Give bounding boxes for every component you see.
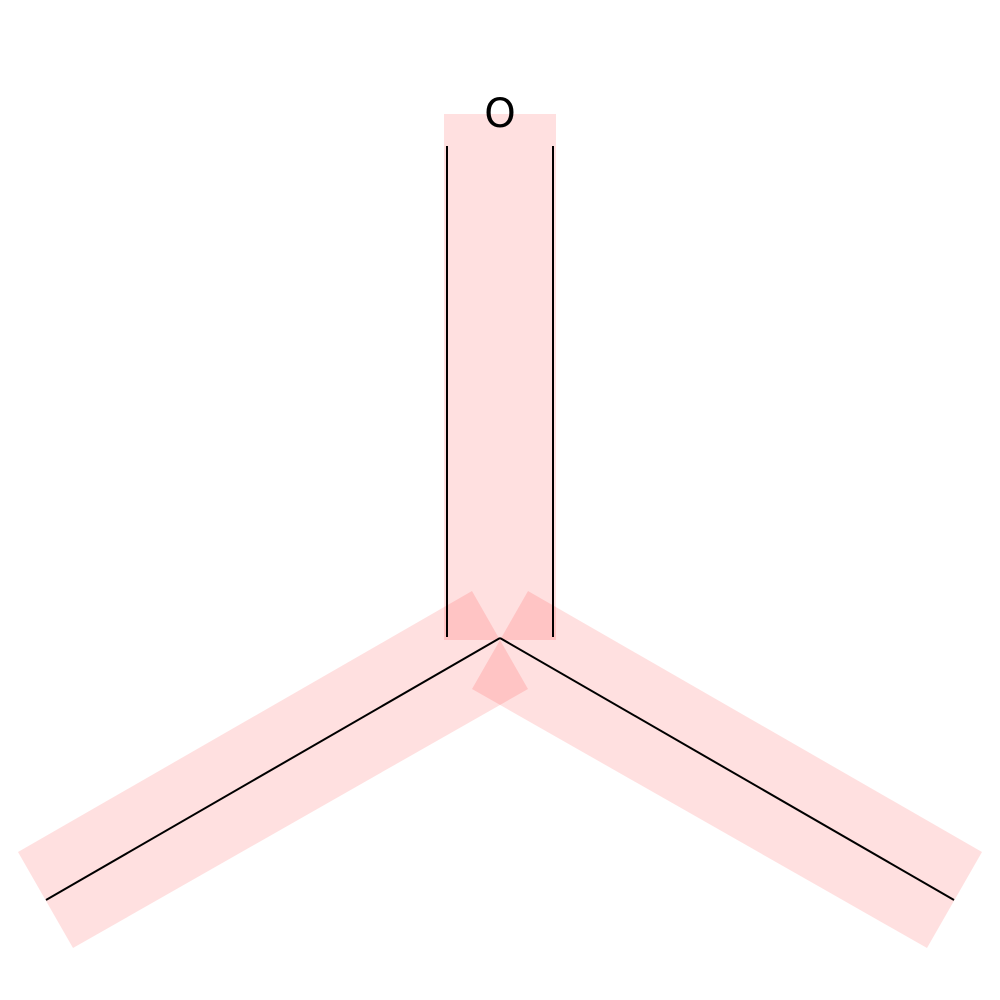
bond-C2-C3-line bbox=[45, 637, 501, 901]
bond-C2-C4-line bbox=[499, 637, 955, 901]
highlight-layer bbox=[18, 114, 982, 948]
bond-layer bbox=[45, 146, 955, 901]
bond-highlight-C2-O1 bbox=[444, 114, 556, 640]
atom-label-O1: O bbox=[484, 91, 515, 137]
